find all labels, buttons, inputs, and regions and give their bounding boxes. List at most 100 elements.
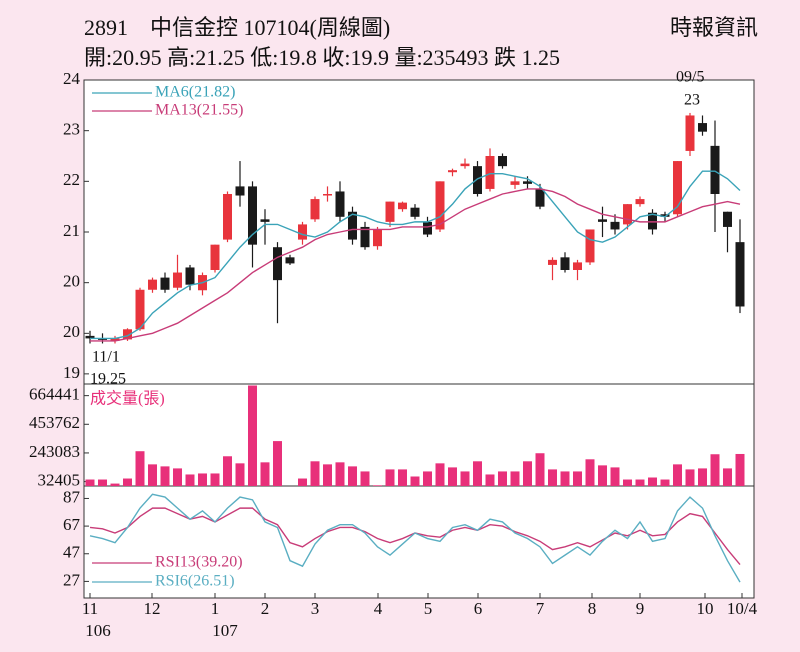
bar [323, 464, 332, 486]
x-tick-label: 4 [374, 599, 383, 618]
x-tick-label: 6 [474, 599, 483, 618]
bar [85, 479, 95, 486]
candle-body [485, 156, 495, 189]
bar [298, 478, 307, 486]
bar [310, 461, 320, 486]
y-tick-label: 22 [63, 170, 80, 189]
legend-label: MA13(21.55) [155, 102, 243, 119]
candle-body [298, 224, 307, 240]
candle-body [148, 279, 157, 290]
candle-body [560, 257, 570, 270]
bar [573, 471, 582, 486]
candle-body [173, 272, 182, 288]
candle-body [185, 267, 195, 285]
bar [635, 479, 645, 486]
bar [398, 469, 407, 486]
bar [510, 471, 520, 486]
candle-body [248, 186, 257, 245]
y-tick-label: 24 [63, 69, 81, 88]
candle-body [123, 329, 132, 340]
candle-body [223, 194, 232, 240]
candle-body [698, 123, 707, 132]
bar [735, 453, 745, 486]
candle-body [610, 221, 620, 230]
candle-body [435, 181, 445, 230]
y-tick-label: 243083 [29, 442, 80, 461]
candle-body [460, 163, 470, 167]
candle-body [673, 161, 682, 215]
chart-title: 2891 中信金控 107104(周線圖) [84, 15, 390, 40]
bar [435, 463, 445, 486]
candle-body [735, 242, 745, 307]
bar [210, 473, 220, 486]
annotation: 09/5 [676, 69, 704, 86]
candle-body [385, 201, 395, 222]
y-tick-label: 27 [63, 570, 81, 589]
candle-body [648, 212, 657, 230]
bar [423, 471, 432, 486]
bar [248, 385, 257, 486]
candle-body [473, 166, 482, 194]
y-tick-label: 87 [63, 487, 81, 506]
legend-label: 成交量(張) [90, 390, 165, 408]
bar [273, 441, 282, 486]
bar [485, 474, 495, 486]
candle-body [523, 181, 532, 184]
bar [660, 479, 670, 486]
bar [673, 464, 682, 486]
y-tick-label: 664441 [29, 385, 80, 404]
candle-body [623, 204, 632, 225]
candle-body [635, 199, 645, 205]
bar [585, 459, 595, 486]
legend-label: RSI13(39.20) [155, 554, 243, 571]
bar [623, 479, 632, 486]
bar [710, 454, 720, 486]
candle-body [98, 338, 107, 340]
bar [460, 471, 470, 486]
bar [98, 479, 107, 486]
y-tick-label: 21 [63, 221, 80, 240]
candle-body [260, 219, 270, 222]
bar [698, 468, 707, 486]
bar [135, 451, 145, 486]
bar [185, 474, 195, 486]
bar [410, 476, 420, 486]
candle-body [348, 211, 357, 240]
bar [610, 467, 620, 486]
chart-subtitle: 開:20.95 高:21.25 低:19.8 收:19.9 量:235493 跌… [84, 45, 560, 70]
candle-body [510, 181, 520, 185]
candle-body [548, 259, 557, 265]
source: 時報資訊 [670, 15, 758, 40]
bar [110, 483, 120, 486]
x-tick-label: 9 [636, 599, 645, 618]
bar [385, 469, 395, 486]
x-tick-label: 10/4 [727, 599, 758, 618]
bar [148, 464, 157, 486]
candle-body [335, 191, 345, 217]
line [89, 493, 741, 583]
x-tick-label: 12 [144, 599, 161, 618]
bar [160, 466, 170, 486]
candle-body [448, 170, 457, 173]
plot-area [83, 79, 755, 599]
x-tick-label: 2 [261, 599, 270, 618]
year-label: 107 [212, 621, 238, 640]
candle-body [160, 277, 170, 290]
candle-body [85, 335, 95, 339]
candle-body [110, 338, 120, 341]
bar [473, 461, 482, 486]
candle-body [423, 221, 432, 235]
candle-body [323, 194, 332, 196]
y-tick-label: 67 [63, 515, 81, 534]
candle-body [273, 247, 282, 281]
year-label: 106 [85, 621, 111, 640]
annotation: 19.25 [90, 371, 126, 388]
x-tick-label: 1 [211, 599, 220, 618]
bar [348, 466, 357, 486]
annotation: 23 [684, 92, 700, 109]
bar [523, 461, 532, 486]
candle-body [685, 115, 695, 151]
bar [360, 471, 370, 486]
